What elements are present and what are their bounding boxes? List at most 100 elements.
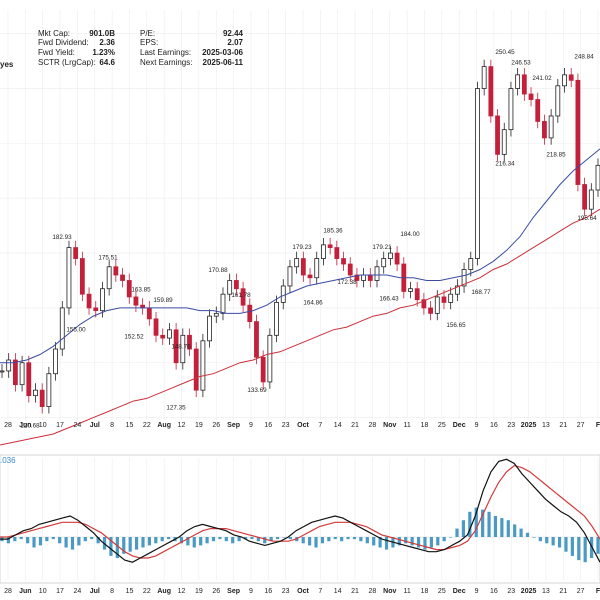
stat-label-fwd-dividend: Fwd Dividend: xyxy=(38,38,89,47)
histogram-bar xyxy=(32,537,36,548)
candle-body xyxy=(347,263,353,276)
x-tick-label: 27 xyxy=(577,422,585,429)
candle-body xyxy=(227,280,233,295)
stat-value-eps: 2.07 xyxy=(227,38,243,47)
candle-body xyxy=(59,307,65,350)
price-annotation: 166.43 xyxy=(379,295,399,302)
price-annotation: 172.38 xyxy=(337,279,357,286)
histogram-bar xyxy=(525,532,530,537)
price-annotation: 120.68 xyxy=(20,423,40,430)
candle-body xyxy=(501,129,507,155)
price-annotation: 127.35 xyxy=(166,404,186,411)
histogram-bar xyxy=(455,528,459,537)
x-tick-label: 23 xyxy=(507,588,515,595)
x-tick-label: 23 xyxy=(282,422,290,429)
x-tick-label: 26 xyxy=(212,588,220,595)
candle-body xyxy=(79,258,85,295)
candle-body xyxy=(381,258,387,268)
x-tick-label: 27 xyxy=(577,588,585,595)
stat-value-next-earnings: 2025-06-11 xyxy=(203,58,244,67)
x-tick-label: 16 xyxy=(264,588,272,595)
histogram-bar xyxy=(557,537,562,548)
price-annotation: 163.85 xyxy=(131,286,151,293)
x-tick-label: Jul xyxy=(90,588,100,595)
price-annotation: 185.36 xyxy=(323,227,343,234)
stat-value-fwd-dividend: 2.36 xyxy=(99,38,115,47)
x-tick-label: 24 xyxy=(74,588,82,595)
x-tick-label: 18 xyxy=(421,422,429,429)
x-tick-label: 23 xyxy=(507,422,515,429)
x-tick-label: 23 xyxy=(282,588,290,595)
histogram-bar xyxy=(359,537,363,542)
x-tick-label: 16 xyxy=(490,422,498,429)
x-tick-label: 21 xyxy=(559,588,567,595)
histogram-bar xyxy=(320,537,325,544)
ma-line-2 xyxy=(0,208,600,446)
candle-body xyxy=(428,307,433,314)
histogram-bar xyxy=(269,537,273,542)
x-tick-label: 10 xyxy=(39,422,47,429)
x-tick-label: 7 xyxy=(318,422,322,429)
candle-body xyxy=(66,247,72,309)
x-tick-label: 18 xyxy=(421,588,429,595)
candle-body xyxy=(73,247,79,259)
histogram-bar xyxy=(378,537,382,548)
histogram-bar xyxy=(532,537,536,538)
x-tick-label: 19 xyxy=(195,422,203,429)
x-tick-label: 8 xyxy=(110,588,114,595)
histogram-bar xyxy=(231,537,235,544)
x-tick-label: 28 xyxy=(4,588,12,595)
price-annotation: 159.89 xyxy=(153,297,173,304)
histogram-bar xyxy=(13,537,17,542)
candle-body xyxy=(555,85,561,117)
histogram-bar xyxy=(179,537,184,544)
histogram-bar xyxy=(449,537,453,538)
stat-label-pe: P/E: xyxy=(140,29,155,38)
candle-body xyxy=(106,266,112,290)
candle-body xyxy=(495,115,500,155)
histogram-bar xyxy=(90,537,94,540)
candle-body xyxy=(19,362,25,386)
macd-histogram xyxy=(0,507,600,563)
histogram-bar xyxy=(58,537,62,544)
candle-body xyxy=(146,307,152,320)
x-tick-label: Dec xyxy=(453,588,466,595)
price-annotation: 133.69 xyxy=(247,387,267,394)
x-tick-label: 13 xyxy=(542,422,550,429)
histogram-bar xyxy=(141,537,145,548)
x-tick-label: Nov xyxy=(383,422,396,429)
histogram-bar xyxy=(134,537,139,550)
candle-body xyxy=(481,66,487,89)
x-tick-label: 22 xyxy=(143,422,151,429)
candle-body xyxy=(0,370,5,373)
price-annotation: 216.34 xyxy=(495,160,515,167)
candle-body xyxy=(488,66,494,117)
candle-body xyxy=(595,164,600,191)
candle-body xyxy=(535,99,541,122)
candle-body xyxy=(200,340,206,391)
histogram-bar xyxy=(237,537,241,542)
candle-body xyxy=(46,373,52,408)
indicator-panel-border xyxy=(0,454,600,584)
x-tick-label: 9 xyxy=(475,422,479,429)
histogram-bar xyxy=(51,537,55,540)
candle-body xyxy=(294,258,300,268)
histogram-bar xyxy=(109,537,113,556)
price-annotation: 241.02 xyxy=(532,75,552,82)
candle-body xyxy=(568,74,574,81)
histogram-bar xyxy=(340,537,344,542)
price-annotation: 148.76 xyxy=(171,344,191,351)
candle-body xyxy=(120,274,125,281)
x-tick-label: 2025 xyxy=(521,422,537,429)
price-annotation: 218.85 xyxy=(546,152,566,159)
x-tick-label: Jun xyxy=(19,422,31,429)
macd-line xyxy=(0,458,600,563)
candle-body xyxy=(314,258,320,279)
candle-body xyxy=(334,247,340,259)
histogram-bar xyxy=(211,537,216,542)
histogram-bar xyxy=(474,507,478,537)
histogram-bar xyxy=(64,537,68,548)
candle-body xyxy=(468,258,474,270)
histogram-bar xyxy=(442,537,446,542)
candle-body xyxy=(167,329,172,339)
